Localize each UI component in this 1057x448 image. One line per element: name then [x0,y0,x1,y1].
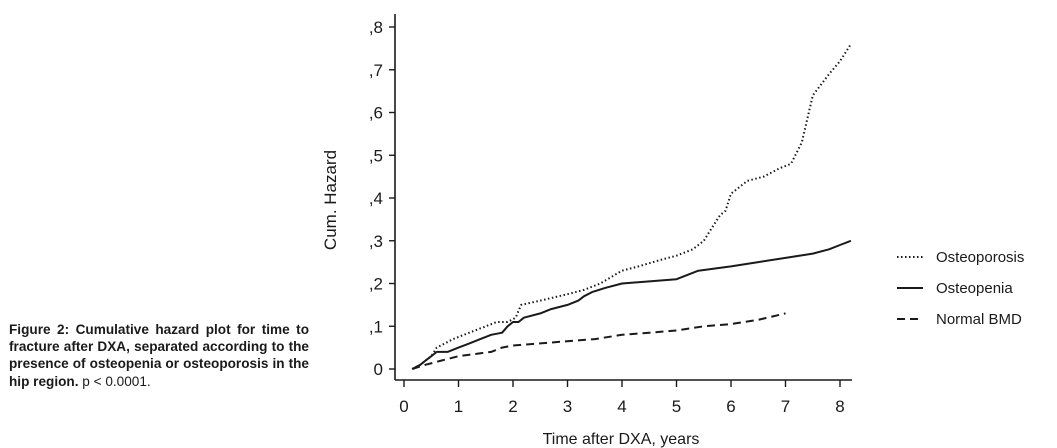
y-tick-label: ,2 [369,275,383,294]
x-tick-label: 1 [454,397,463,416]
legend-label-osteoporosis: Osteoporosis [936,249,1024,266]
x-axis-label: Time after DXA, years [543,431,700,448]
y-tick-label: ,5 [369,146,383,165]
x-axis: 0 1 2 3 4 5 6 7 8 Time after DXA, years [395,379,852,448]
series-line-normal-bmd [411,312,786,370]
legend-item-osteoporosis: Osteoporosis [897,249,1024,266]
y-tick-label: ,6 [369,104,383,123]
caption-bold: Figure 2: Cumulative hazard plot for tim… [9,322,309,389]
legend-label-normal-bmd: Normal BMD [936,311,1022,328]
legend-item-normal-bmd: Normal BMD [897,311,1022,328]
y-axis-label: Cum. Hazard [321,150,340,250]
x-tick-label: 3 [563,397,572,416]
legend: Osteoporosis Osteopenia Normal BMD [897,249,1024,328]
y-tick-label: ,1 [369,317,383,336]
y-tick-label: ,3 [369,232,383,251]
caption-pvalue: p < 0.0001. [78,373,151,389]
x-tick-label: 7 [781,397,790,416]
y-tick-label: ,8 [369,18,383,37]
legend-label-osteopenia: Osteopenia [936,280,1013,297]
x-ticks: 0 1 2 3 4 5 6 7 8 [399,380,845,416]
y-tick-label: ,4 [369,189,383,208]
figure-caption: Figure 2: Cumulative hazard plot for tim… [9,321,309,390]
x-tick-label: 8 [835,397,844,416]
y-ticks: 0 ,1 ,2 ,3 ,4 ,5 ,6 ,7 ,8 [369,18,395,379]
x-tick-label: 6 [726,397,735,416]
y-axis: 0 ,1 ,2 ,3 ,4 ,5 ,6 ,7 ,8 Cum. Hazard [321,14,396,380]
x-tick-label: 4 [617,397,626,416]
y-tick-label: ,7 [369,61,383,80]
legend-item-osteopenia: Osteopenia [897,280,1013,297]
x-tick-label: 2 [508,397,517,416]
x-tick-label: 0 [399,397,408,416]
y-tick-label: 0 [374,360,383,379]
x-tick-label: 5 [672,397,681,416]
series-lines [411,43,852,370]
series-line-osteopenia [411,239,852,370]
series-line-osteoporosis [411,43,852,370]
